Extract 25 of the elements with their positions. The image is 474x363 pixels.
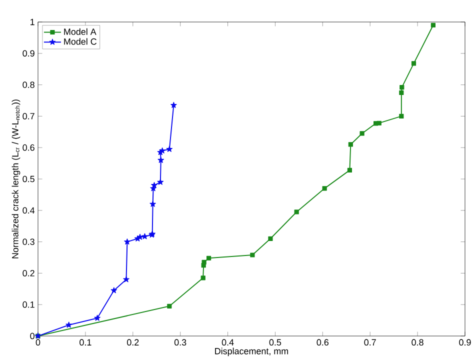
x-tick-label: 0.7 (364, 339, 376, 346)
x-tick-label: 0.9 (459, 339, 471, 346)
y-tick-label: 0.3 (22, 238, 34, 245)
y-tick-label: 0.4 (22, 207, 35, 214)
x-tick-label: 0.2 (127, 339, 139, 346)
x-tick-label: 0.8 (412, 339, 424, 346)
x-tick-label: 0.4 (222, 339, 234, 346)
y-tick-label: 0.7 (22, 113, 34, 120)
x-axis-title: Displacement, mm (215, 348, 288, 356)
y-tick-label: 0 (30, 332, 34, 340)
x-tick-label: 0.5 (269, 339, 282, 346)
y-tick-label: 0.2 (22, 270, 34, 276)
y-tick-label: 0.6 (22, 144, 34, 151)
y-tick-label: 0.5 (22, 176, 34, 182)
y-tick-label: 0.8 (22, 82, 34, 88)
legend-label: Model A (64, 28, 96, 35)
x-tick-label: 0.3 (174, 339, 186, 346)
legend-label: Model C (64, 38, 96, 45)
x-tick-label: 0 (36, 339, 40, 346)
x-tick-label: 0.6 (316, 339, 329, 346)
y-tick-label: 0.1 (22, 301, 34, 308)
y-axis-title: Normalized crack length (L$_{cr}$ / (W-L$_{notch}$)) (12, 100, 20, 258)
y-tick-label: 0.9 (22, 50, 34, 57)
x-tick-label: 0.1 (80, 339, 92, 346)
y-tick-label: 1 (30, 18, 34, 26)
